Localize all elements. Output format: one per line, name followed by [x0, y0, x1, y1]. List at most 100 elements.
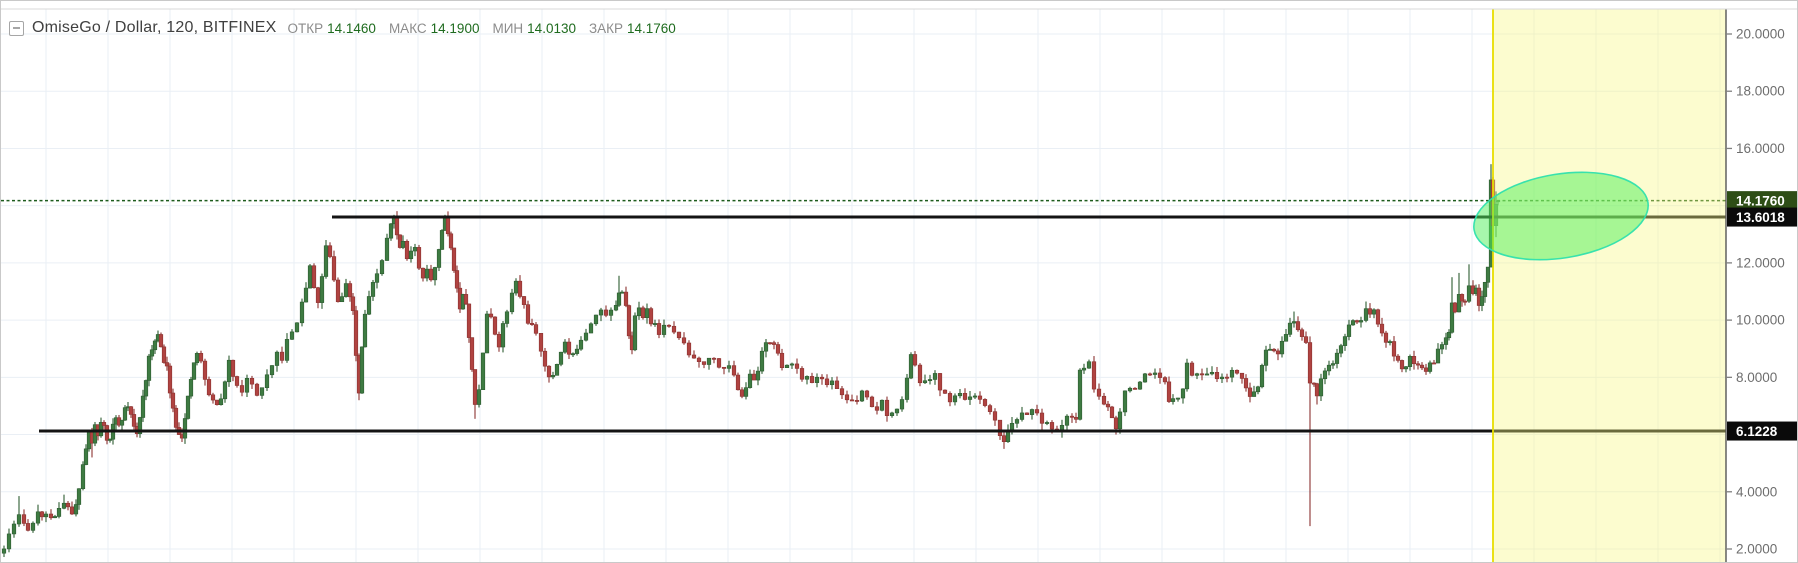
candle-body: [146, 355, 152, 381]
candle-body: [182, 418, 188, 439]
candle-body: [198, 353, 204, 362]
candle-body: [214, 399, 220, 406]
candle-body: [1029, 409, 1035, 415]
collapse-icon[interactable]: [9, 20, 24, 36]
symbol-title[interactable]: OmiseGo / Dollar, 120, BITFINEX: [32, 19, 277, 36]
candle-body: [158, 334, 164, 348]
candle-body: [619, 291, 625, 294]
candle-body: [454, 270, 460, 289]
candle-body: [488, 313, 494, 318]
candle-body: [6, 533, 12, 550]
candle-body: [908, 354, 914, 379]
candles-layer[interactable]: [1, 164, 1501, 558]
candle-body: [636, 307, 642, 317]
candle-body: [1485, 266, 1491, 283]
candle-body: [864, 390, 870, 398]
candle-body: [374, 273, 380, 283]
candle-body: [1069, 415, 1075, 418]
candle-body: [1009, 423, 1015, 431]
candle-body: [1358, 320, 1364, 323]
candle-body: [937, 373, 943, 391]
grid-layer: [1, 9, 1726, 562]
candle-body: [578, 339, 584, 350]
candle-body: [1109, 406, 1115, 419]
candle-body: [784, 364, 790, 368]
candle-body: [234, 376, 240, 386]
breakout-ellipse[interactable]: [1468, 161, 1655, 271]
candle-body: [558, 351, 564, 365]
candle-body: [1271, 348, 1277, 352]
candle-body: [294, 322, 300, 333]
candle-body: [525, 304, 531, 324]
candle-body: [721, 366, 727, 369]
candle-body: [1334, 352, 1340, 364]
resistance-price-tag-text: 13.6018: [1736, 210, 1785, 225]
candle-body: [1299, 329, 1305, 337]
chart-header: OmiseGo / Dollar, 120, BITFINEX ОТКР 14.…: [9, 18, 689, 38]
session-highlight-band[interactable]: [1493, 9, 1726, 562]
candle-body: [613, 305, 619, 311]
high-value: 14.1900: [430, 20, 480, 36]
candle-body: [1407, 356, 1413, 367]
candle-body: [701, 361, 707, 365]
candle-body: [1287, 322, 1293, 335]
low-label: МИН: [492, 20, 524, 36]
candle-body: [1127, 387, 1133, 392]
high-label: МАКС: [388, 20, 427, 36]
candle-body: [173, 407, 179, 428]
candle-body: [899, 399, 905, 410]
candle-body: [289, 331, 295, 340]
minus-glyph: [13, 27, 20, 29]
candle-body: [767, 342, 773, 345]
candle-body: [254, 383, 260, 396]
candle-body: [1105, 403, 1111, 408]
candle-body: [264, 374, 270, 389]
candle-body: [83, 448, 89, 465]
candle-body: [894, 408, 900, 414]
candle-body: [1399, 360, 1405, 370]
candle-body: [751, 373, 757, 381]
candle-body: [359, 346, 365, 394]
candle-body: [1064, 415, 1070, 426]
candle-body: [849, 399, 855, 402]
candle-body: [1267, 348, 1273, 351]
candle-body: [859, 390, 865, 402]
candle-body: [1096, 388, 1102, 397]
candle-body: [1239, 372, 1245, 379]
candle-body: [1446, 331, 1452, 339]
candle-body: [439, 230, 445, 250]
candle-body: [711, 357, 717, 360]
axis-tick-label: 12.0000: [1736, 255, 1785, 270]
candle-body: [226, 359, 232, 383]
candle-body: [1322, 370, 1328, 380]
candle-body: [466, 303, 472, 338]
candle-body: [1346, 324, 1352, 337]
candle-body: [593, 314, 599, 325]
axis-tick-label: 20.0000: [1736, 27, 1785, 42]
candle-body: [588, 323, 594, 334]
candle-body: [1077, 369, 1083, 420]
candle-body: [319, 276, 325, 303]
candle-body: [1113, 417, 1119, 430]
candle-body: [384, 237, 390, 261]
candle-body: [904, 377, 910, 400]
candle-body: [1350, 320, 1356, 326]
candle-body: [315, 287, 321, 303]
candle-body: [1338, 345, 1344, 354]
candle-body: [188, 379, 194, 397]
candle-body: [472, 369, 478, 405]
candle-body: [1342, 336, 1348, 346]
candle-body: [48, 513, 54, 519]
candle-body: [16, 514, 22, 525]
candle-body: [1229, 369, 1235, 378]
candle-body: [73, 504, 79, 515]
candle-body: [161, 346, 167, 363]
candle-body: [1415, 363, 1421, 366]
candle-body: [69, 506, 75, 515]
candle-body: [1411, 356, 1417, 365]
candle-body: [922, 380, 928, 384]
candle-body: [779, 352, 785, 368]
candle-body: [661, 324, 667, 335]
